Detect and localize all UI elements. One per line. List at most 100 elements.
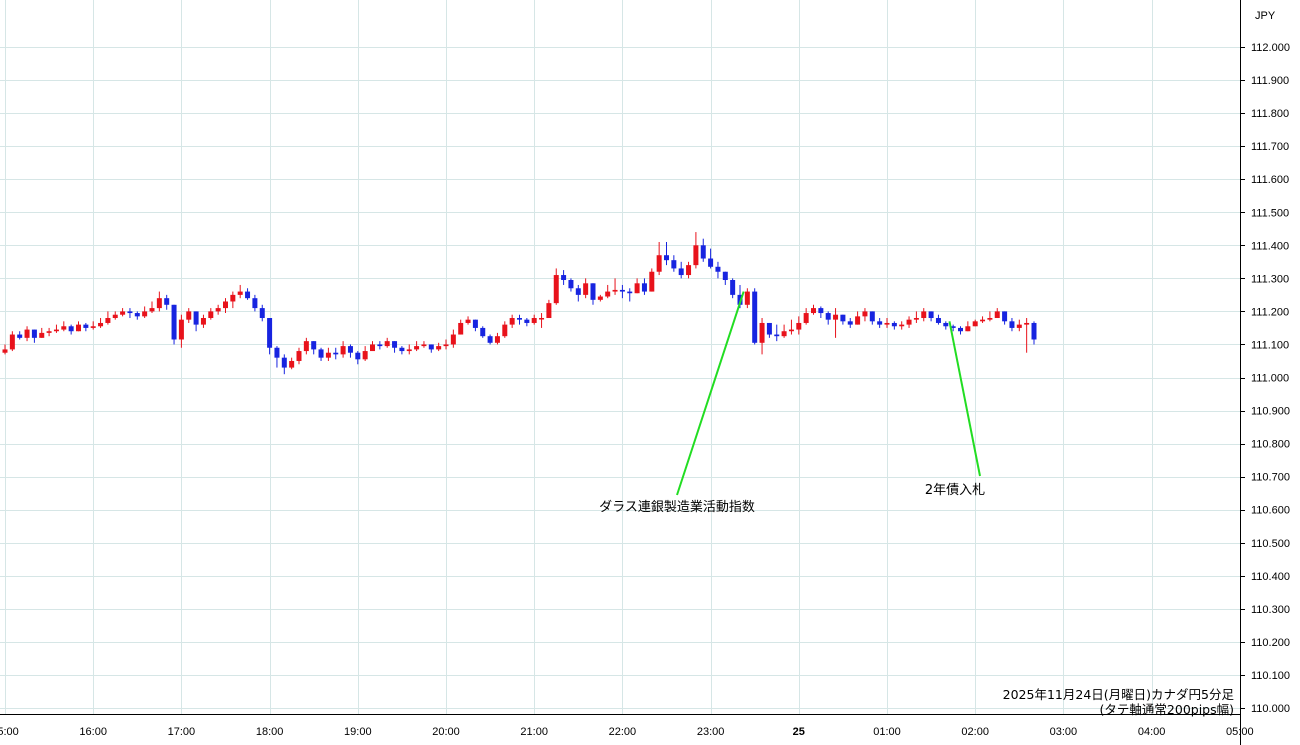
candle-body bbox=[274, 347, 280, 358]
candle-body bbox=[877, 321, 883, 325]
candle-body bbox=[465, 319, 471, 323]
candle-body bbox=[531, 318, 537, 323]
candle-body bbox=[296, 351, 302, 361]
x-tick-label: 03:00 bbox=[1050, 726, 1078, 738]
y-tick-label: 111.700 bbox=[1251, 141, 1289, 153]
candle-body bbox=[487, 336, 493, 343]
candle-body bbox=[1016, 324, 1022, 328]
candle-body bbox=[935, 318, 941, 323]
candle-body bbox=[61, 326, 67, 330]
candle-body bbox=[759, 322, 765, 343]
candle-body bbox=[891, 322, 897, 327]
y-tick-label: 110.300 bbox=[1251, 604, 1290, 616]
candle-body bbox=[112, 314, 118, 319]
candle-body bbox=[120, 311, 126, 315]
candle-body bbox=[53, 329, 59, 332]
candle-body bbox=[796, 322, 802, 330]
candle-body bbox=[230, 294, 236, 302]
y-tick-label: 111.200 bbox=[1251, 306, 1289, 318]
candle-body bbox=[68, 326, 74, 332]
candle-body bbox=[855, 316, 861, 325]
x-tick-label: 20:00 bbox=[432, 726, 460, 738]
chart-caption-title: 2025年11月24日(月曜日)カナダ円5分足 bbox=[1002, 687, 1234, 702]
candle-body bbox=[200, 318, 206, 325]
candle-body bbox=[524, 319, 530, 323]
candle-body bbox=[656, 255, 662, 272]
candle-body bbox=[730, 280, 736, 295]
candle-body bbox=[1009, 321, 1015, 328]
x-tick-label: 23:00 bbox=[697, 726, 725, 738]
candle-body bbox=[634, 283, 640, 294]
candle-body bbox=[289, 360, 295, 368]
x-tick-label: 16:00 bbox=[79, 726, 107, 738]
y-tick-label: 111.100 bbox=[1251, 339, 1289, 351]
y-tick-label: 110.700 bbox=[1251, 472, 1290, 484]
candle-body bbox=[9, 334, 15, 350]
candle-body bbox=[494, 336, 500, 343]
candle-body bbox=[943, 322, 949, 327]
candle-body bbox=[171, 304, 177, 340]
candle-body bbox=[223, 301, 228, 309]
candle-body bbox=[509, 318, 515, 325]
y-tick-label: 111.000 bbox=[1251, 373, 1289, 385]
y-tick-label: 110.500 bbox=[1251, 538, 1290, 550]
candle-body bbox=[972, 321, 978, 327]
candle-body bbox=[252, 298, 258, 309]
candle-body bbox=[472, 319, 478, 328]
candle-body bbox=[208, 311, 214, 319]
x-tick-label: 05:00 bbox=[1226, 726, 1254, 738]
chart-caption-scale: (タテ軸通常200pips幅) bbox=[1099, 702, 1234, 717]
x-tick-label: 19:00 bbox=[344, 726, 372, 738]
candle-body bbox=[311, 341, 317, 350]
candle-body bbox=[267, 318, 273, 348]
candle-body bbox=[399, 347, 405, 352]
candle-body bbox=[392, 341, 398, 348]
candle-body bbox=[921, 311, 927, 319]
candle-body bbox=[517, 318, 522, 320]
candle-body bbox=[502, 324, 508, 337]
y-tick-label: 111.300 bbox=[1251, 273, 1289, 285]
candle-body bbox=[950, 326, 956, 328]
candle-body bbox=[539, 318, 545, 320]
candle-body bbox=[722, 271, 728, 281]
candle-body bbox=[193, 311, 199, 325]
x-tick-label: 17:00 bbox=[168, 726, 196, 738]
y-tick-label: 110.000 bbox=[1251, 703, 1290, 715]
candle-body bbox=[766, 322, 772, 335]
candle-body bbox=[568, 280, 574, 289]
x-tick-label: 02:00 bbox=[961, 726, 989, 738]
candle-body bbox=[98, 322, 104, 327]
candle-body bbox=[281, 357, 287, 368]
y-tick-label: 110.400 bbox=[1251, 571, 1290, 583]
candle-body bbox=[958, 327, 963, 332]
candle-body bbox=[318, 349, 324, 358]
candle-body bbox=[164, 298, 170, 305]
candle-body bbox=[862, 311, 868, 317]
x-tick-label: 22:00 bbox=[609, 726, 637, 738]
candle-body bbox=[24, 329, 30, 338]
candle-body bbox=[347, 346, 353, 353]
candle-body bbox=[641, 283, 647, 292]
x-tick-label: 15:00 bbox=[0, 726, 19, 738]
y-tick-label: 110.200 bbox=[1251, 637, 1290, 649]
candle-body bbox=[840, 314, 846, 322]
candle-body bbox=[39, 332, 45, 338]
y-tick-label: 110.600 bbox=[1251, 505, 1290, 517]
candle-body bbox=[340, 346, 346, 355]
candle-body bbox=[1031, 322, 1037, 340]
candle-body bbox=[355, 352, 361, 360]
candle-body bbox=[553, 275, 559, 304]
candle-body bbox=[715, 266, 721, 272]
candle-body bbox=[178, 319, 184, 340]
candle-body bbox=[980, 319, 986, 322]
candle-body bbox=[744, 291, 750, 305]
y-tick-label: 110.800 bbox=[1251, 439, 1290, 451]
candle-body bbox=[575, 288, 581, 295]
candle-body bbox=[619, 289, 625, 292]
candle-body bbox=[2, 349, 8, 353]
candle-body bbox=[1024, 322, 1030, 325]
candle-body bbox=[546, 303, 552, 319]
candle-body bbox=[627, 291, 633, 294]
